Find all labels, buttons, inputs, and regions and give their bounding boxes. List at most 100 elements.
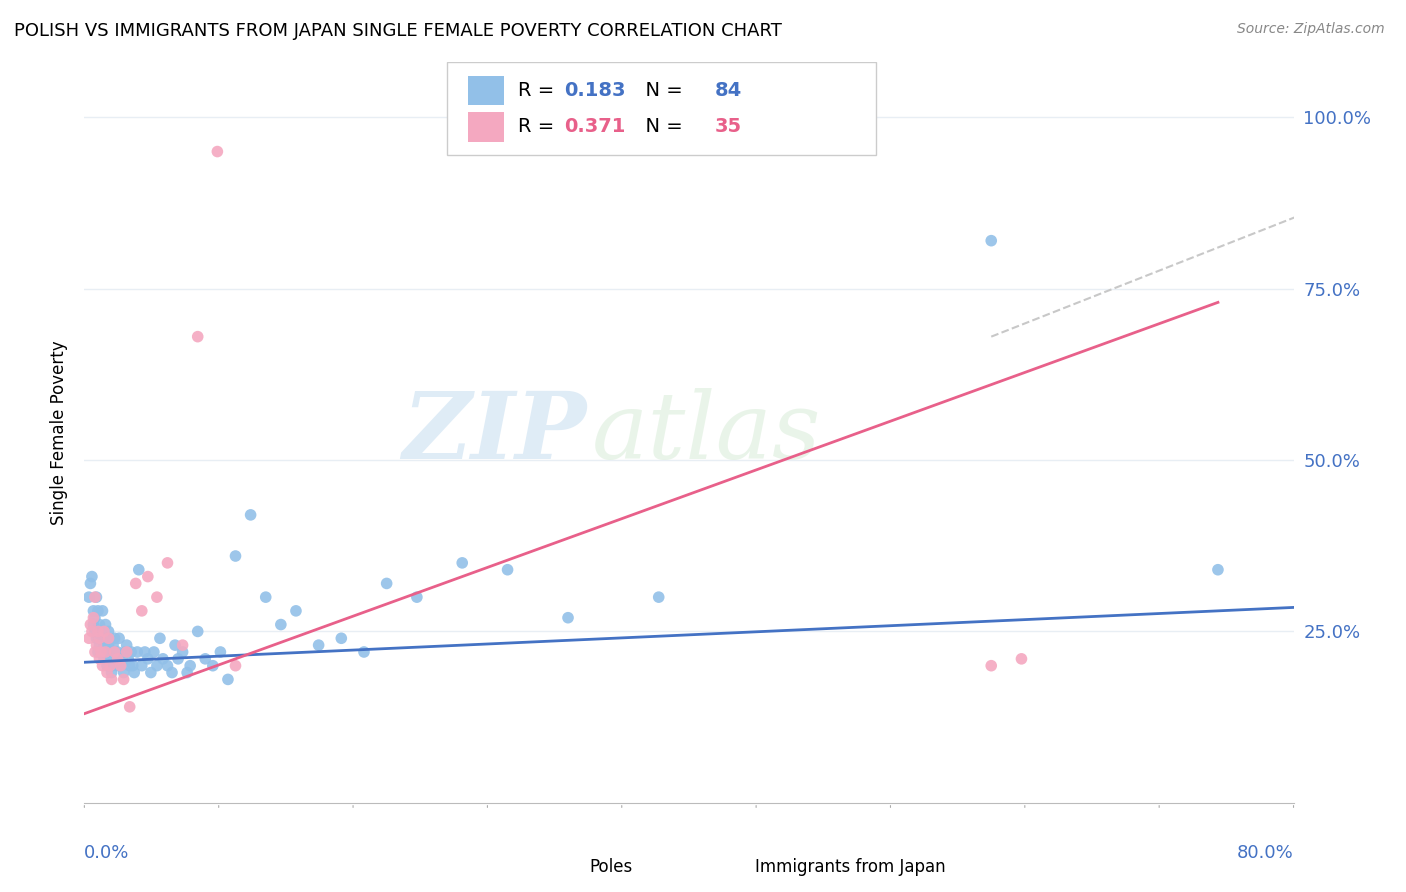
Point (112, 673, 135, 687)
Point (94, 645, 117, 659)
Point (96, 658, 118, 673)
Text: ZIP: ZIP (402, 388, 586, 477)
Text: 0.183: 0.183 (564, 81, 626, 100)
Point (90, 645, 112, 659)
Point (125, 576, 148, 591)
Point (84, 590, 107, 604)
Point (270, 617, 292, 632)
Point (104, 645, 127, 659)
Point (77, 632, 100, 646)
Point (557, 610, 579, 624)
FancyBboxPatch shape (468, 76, 503, 105)
Point (146, 590, 169, 604)
Point (330, 632, 353, 646)
Point (194, 652, 217, 666)
Point (86, 632, 108, 646)
Point (201, 658, 224, 673)
Point (136, 652, 159, 666)
Point (131, 604, 153, 618)
Point (225, 549, 247, 563)
Point (97, 632, 120, 646)
Point (84, 624, 107, 639)
Text: 80.0%: 80.0% (1237, 844, 1294, 862)
Point (94, 645, 117, 659)
Point (1206, 563, 1229, 577)
Point (167, 652, 190, 666)
FancyBboxPatch shape (550, 855, 583, 879)
Point (139, 665, 162, 680)
Point (79, 576, 101, 591)
Point (100, 658, 122, 673)
Point (77, 590, 100, 604)
Point (98, 645, 121, 659)
Text: R =: R = (519, 118, 561, 136)
Point (115, 645, 138, 659)
Point (121, 658, 143, 673)
Point (84, 610, 107, 624)
Point (98, 652, 121, 666)
Text: POLISH VS IMMIGRANTS FROM JAPAN SINGLE FEMALE POVERTY CORRELATION CHART: POLISH VS IMMIGRANTS FROM JAPAN SINGLE F… (14, 22, 782, 40)
Text: 0.0%: 0.0% (84, 844, 129, 862)
Point (107, 645, 129, 659)
Text: Poles: Poles (589, 858, 633, 876)
Point (149, 632, 172, 646)
Point (101, 638, 124, 652)
Point (104, 645, 127, 659)
Point (108, 632, 131, 646)
Point (172, 638, 194, 652)
Point (100, 673, 122, 687)
Point (187, 329, 209, 343)
Point (118, 658, 141, 673)
Point (217, 673, 239, 687)
Point (86, 638, 108, 652)
Point (122, 665, 145, 680)
Point (254, 590, 277, 604)
Point (308, 638, 330, 652)
Point (375, 576, 398, 591)
FancyBboxPatch shape (468, 112, 503, 142)
Point (225, 658, 247, 673)
Point (115, 638, 138, 652)
Point (128, 563, 150, 577)
Point (93, 638, 115, 652)
Point (648, 590, 671, 604)
Point (90, 624, 112, 639)
Point (87, 645, 110, 659)
Point (89, 638, 111, 652)
Text: 35: 35 (714, 118, 741, 136)
Point (107, 652, 129, 666)
Text: Source: ZipAtlas.com: Source: ZipAtlas.com (1237, 22, 1385, 37)
Text: Immigrants from Japan: Immigrants from Japan (755, 858, 946, 876)
Point (136, 569, 159, 583)
Point (110, 658, 132, 673)
Point (82, 617, 104, 632)
Point (112, 665, 135, 680)
Point (207, 145, 229, 159)
Point (127, 645, 149, 659)
Point (239, 508, 262, 522)
Point (131, 658, 153, 673)
Point (156, 658, 179, 673)
Text: 0.371: 0.371 (564, 118, 626, 136)
Point (353, 645, 375, 659)
Point (980, 658, 1002, 673)
Point (156, 556, 179, 570)
Point (134, 645, 156, 659)
Point (980, 234, 1002, 248)
Point (79, 617, 101, 632)
Point (89, 617, 111, 632)
Point (165, 638, 187, 652)
Point (98, 658, 121, 673)
Point (142, 645, 165, 659)
Point (80, 624, 103, 639)
FancyBboxPatch shape (447, 62, 876, 155)
Point (107, 658, 129, 673)
Point (117, 652, 139, 666)
Point (146, 658, 169, 673)
Point (97, 624, 120, 639)
Point (93, 652, 115, 666)
Point (111, 652, 134, 666)
Text: N =: N = (633, 118, 689, 136)
Point (82, 604, 104, 618)
Point (96, 665, 118, 680)
